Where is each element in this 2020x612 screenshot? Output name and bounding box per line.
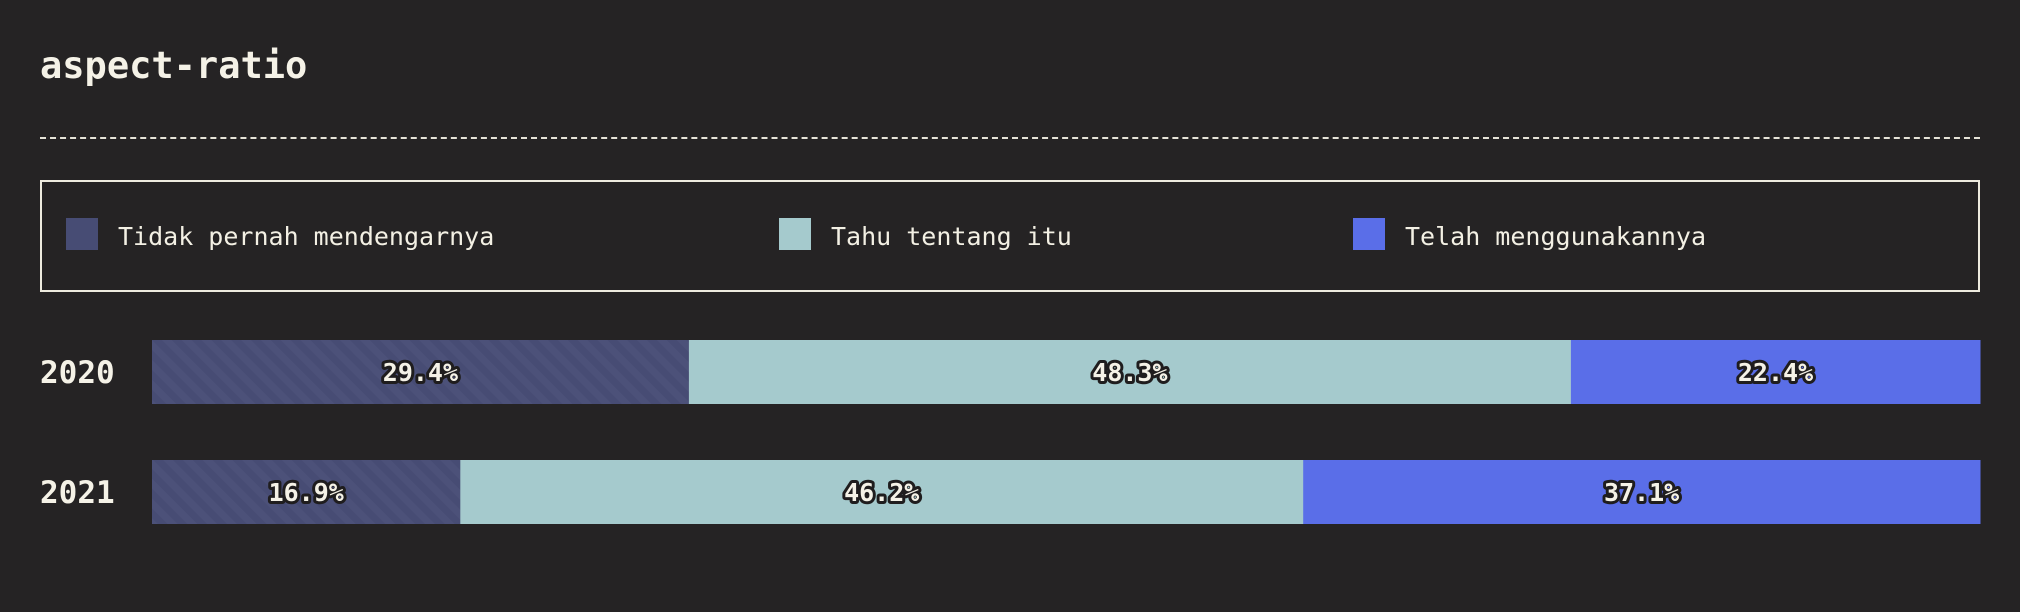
legend-swatch-used-it [1353, 218, 1385, 250]
data-label-tidak-pernah-mendengarnya-2020: 29.4% [383, 358, 458, 387]
data-label-tidak-pernah-mendengarnya-2021: 16.9% [269, 478, 344, 507]
data-label-tahu-tentang-itu-2021: 46.2% [844, 478, 919, 507]
bar-segment-tahu-tentang-itu-2021[interactable] [460, 460, 1304, 524]
bar-segment-tidak-pernah-mendengarnya-2021[interactable] [152, 460, 461, 524]
legend-swatch-know-about [779, 218, 811, 250]
legend-label-used-it: Telah menggunakannya [1405, 221, 1707, 251]
legend-label-know-about: Tahu tentang itu [831, 221, 1072, 251]
bar-segment-telah-menggunakannya-2021[interactable] [1303, 460, 1981, 524]
data-label-tahu-tentang-itu-2020: 48.3% [1092, 358, 1167, 387]
category-label-2021: 2021 [40, 475, 115, 511]
legend-item-know-about[interactable]: Tahu tentang itu [779, 218, 1072, 251]
legend: Tidak pernah mendengarnya Tahu tentang i… [40, 180, 1980, 292]
bar-segment-tidak-pernah-mendengarnya-2020[interactable] [152, 340, 690, 404]
legend-swatch-never-heard [66, 218, 98, 250]
data-label-telah-menggunakannya-2020: 22.4% [1738, 358, 1813, 387]
legend-label-never-heard: Tidak pernah mendengarnya [118, 221, 495, 251]
category-label-2020: 2020 [40, 355, 115, 391]
data-label-telah-menggunakannya-2021: 37.1% [1604, 478, 1679, 507]
legend-item-never-heard[interactable]: Tidak pernah mendengarnya [66, 218, 495, 251]
bar-segment-tahu-tentang-itu-2020[interactable] [688, 340, 1572, 404]
bar-segment-telah-menggunakannya-2020[interactable] [1570, 340, 1981, 404]
legend-item-used-it[interactable]: Telah menggunakannya [1353, 218, 1707, 251]
chart-title: aspect-ratio [40, 44, 308, 87]
title-divider [40, 137, 1980, 139]
